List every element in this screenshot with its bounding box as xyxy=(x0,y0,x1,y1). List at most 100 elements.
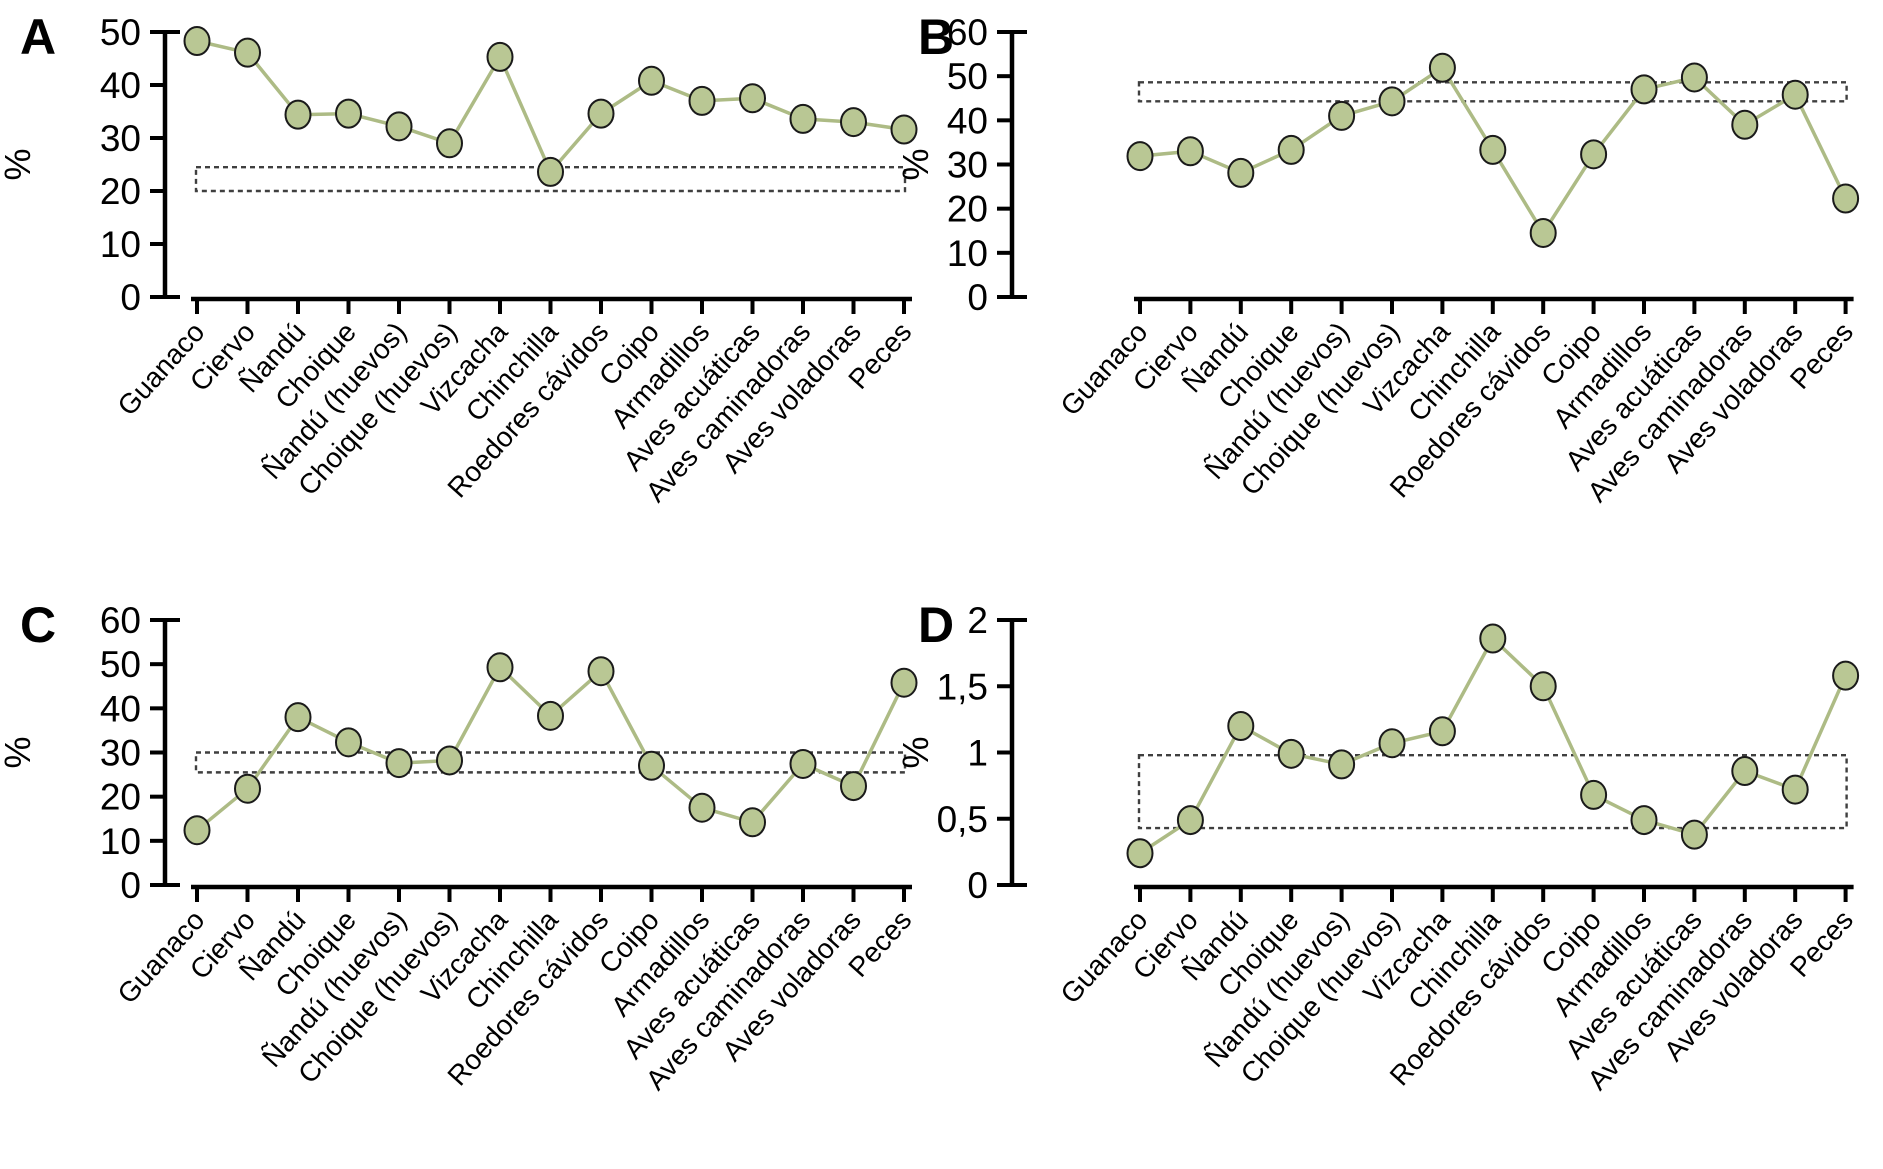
y-tick-label: 30 xyxy=(947,145,988,186)
data-point xyxy=(1832,660,1860,691)
data-point xyxy=(1428,716,1456,747)
panel-letter: D xyxy=(918,597,954,653)
y-axis-title: % xyxy=(895,736,936,768)
data-point xyxy=(1126,141,1154,172)
data-point xyxy=(486,41,514,72)
data-point xyxy=(1630,805,1658,836)
data-point xyxy=(1227,157,1255,188)
data-point xyxy=(789,748,817,779)
panel-letter: B xyxy=(918,9,954,65)
y-tick-label: 0 xyxy=(120,865,141,906)
data-point xyxy=(890,667,918,698)
y-tick-label: 50 xyxy=(100,644,141,685)
data-point xyxy=(1277,134,1305,165)
data-point xyxy=(234,773,261,804)
y-axis-title: % xyxy=(895,148,936,180)
data-point xyxy=(284,702,312,733)
data-point xyxy=(1781,774,1809,805)
data-point xyxy=(1277,738,1305,769)
data-point xyxy=(335,727,362,758)
data-point xyxy=(537,700,564,731)
data-point xyxy=(335,98,362,129)
y-tick-label: 10 xyxy=(947,233,988,274)
data-point xyxy=(1529,671,1557,702)
data-point xyxy=(436,128,463,159)
data-point xyxy=(1176,136,1204,167)
data-point xyxy=(1227,711,1255,741)
y-tick-label: 0 xyxy=(967,277,988,318)
data-point xyxy=(385,111,413,142)
y-tick-label: 2 xyxy=(967,600,988,641)
series-markers xyxy=(183,26,918,187)
y-tick-label: 0 xyxy=(120,277,141,318)
data-point xyxy=(1479,623,1507,654)
data-point xyxy=(1731,109,1759,140)
data-point xyxy=(1781,79,1809,110)
series-line xyxy=(1139,636,1848,855)
data-point xyxy=(436,745,463,776)
data-point xyxy=(385,748,413,779)
data-point xyxy=(537,156,564,187)
data-point xyxy=(638,750,665,781)
series-markers xyxy=(183,652,918,846)
y-tick-label: 30 xyxy=(100,733,141,774)
y-tick-label: 60 xyxy=(947,12,988,53)
data-point xyxy=(1328,749,1356,780)
y-axis-title: % xyxy=(0,148,38,180)
data-point xyxy=(486,652,514,683)
data-point xyxy=(688,792,716,823)
data-point xyxy=(638,65,665,96)
y-tick-label: 40 xyxy=(100,65,141,106)
y-tick-label: 1 xyxy=(967,733,988,774)
panel-letter: C xyxy=(20,597,56,653)
y-tick-label: 0 xyxy=(967,865,988,906)
data-point xyxy=(1529,217,1557,248)
data-point xyxy=(1680,62,1708,93)
y-tick-label: 50 xyxy=(100,12,141,53)
data-point xyxy=(587,98,615,129)
data-point xyxy=(1832,183,1860,214)
reference-band xyxy=(194,751,907,774)
data-point xyxy=(890,114,918,145)
data-point xyxy=(840,771,867,802)
data-point xyxy=(587,656,615,687)
panel-C: 0102030405060GuanacoCiervoÑandúChoiqueÑa… xyxy=(0,597,918,1096)
data-point xyxy=(1630,74,1658,105)
data-point xyxy=(1378,86,1406,117)
data-point xyxy=(1378,728,1406,759)
y-tick-label: 0,5 xyxy=(937,799,988,840)
y-axis: 0 10 20 30 40 50 xyxy=(100,12,180,318)
y-axis-title: % xyxy=(0,736,38,768)
y-tick-label: 20 xyxy=(947,189,988,230)
panel-letter: A xyxy=(20,9,56,65)
data-point xyxy=(1680,819,1708,850)
y-tick-label: 30 xyxy=(100,118,141,159)
reference-band xyxy=(1137,753,1848,830)
data-point xyxy=(284,99,312,130)
y-tick-label: 1,5 xyxy=(937,666,988,707)
data-point xyxy=(234,37,261,68)
y-tick-label: 10 xyxy=(100,224,141,265)
data-point xyxy=(1176,805,1204,836)
y-tick-label: 20 xyxy=(100,777,141,818)
data-point xyxy=(183,815,211,846)
data-point xyxy=(1580,779,1608,810)
series-line xyxy=(195,665,906,832)
data-point xyxy=(1580,139,1608,170)
y-tick-label: 60 xyxy=(100,600,141,641)
data-point xyxy=(688,85,716,116)
series-markers xyxy=(1126,52,1860,248)
data-point xyxy=(789,103,817,134)
y-tick-label: 50 xyxy=(947,56,988,97)
data-point xyxy=(840,107,867,138)
y-tick-label: 40 xyxy=(947,100,988,141)
